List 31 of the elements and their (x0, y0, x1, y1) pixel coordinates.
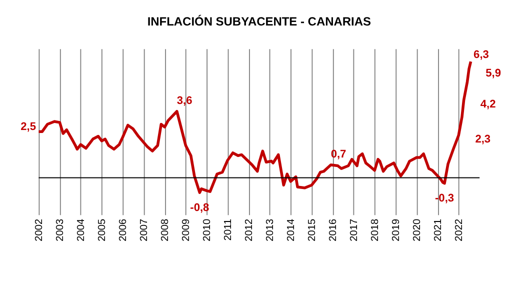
x-tick-label: 2007 (138, 218, 150, 242)
x-tick-label: 2006 (118, 218, 129, 242)
x-tick-label: 2018 (370, 218, 381, 242)
data-label: 2,3 (475, 134, 491, 146)
x-tick-label: 2012 (244, 218, 255, 242)
x-tick-label: 2019 (390, 218, 402, 242)
x-tick-label: 2004 (76, 218, 87, 242)
x-tick-label: 2008 (160, 218, 171, 242)
data-label: -0,8 (190, 202, 210, 214)
x-tick-label: 2022 (454, 218, 465, 242)
x-tick-label: 2011 (222, 218, 234, 241)
data-label: 3,6 (176, 94, 192, 107)
data-label: 6,3 (474, 48, 489, 61)
x-tick-label: 2016 (328, 218, 339, 242)
data-label: 2,5 (20, 120, 36, 133)
x-tick-label: 2017 (348, 218, 360, 242)
x-tick-label: 2014 (286, 218, 297, 242)
x-tick-label: 2003 (54, 218, 66, 242)
x-tick-label: 2002 (34, 218, 45, 242)
data-label: 4,2 (480, 98, 496, 111)
x-tick-label: 2009 (180, 218, 192, 242)
x-tick-label: 2020 (412, 218, 423, 242)
data-label: 5,9 (486, 67, 501, 80)
chart-title: INFLACIÓN SUBYACENTE - CANARIAS (147, 14, 371, 29)
x-tick-label: 2010 (202, 218, 213, 242)
x-tick-label: 2021 (432, 218, 444, 242)
x-tick-label: 2015 (306, 218, 318, 242)
x-tick-label: 2005 (96, 218, 108, 242)
x-tick-label: 2013 (264, 218, 276, 242)
data-label: 0,7 (330, 148, 346, 160)
data-label: -0,3 (434, 192, 454, 205)
